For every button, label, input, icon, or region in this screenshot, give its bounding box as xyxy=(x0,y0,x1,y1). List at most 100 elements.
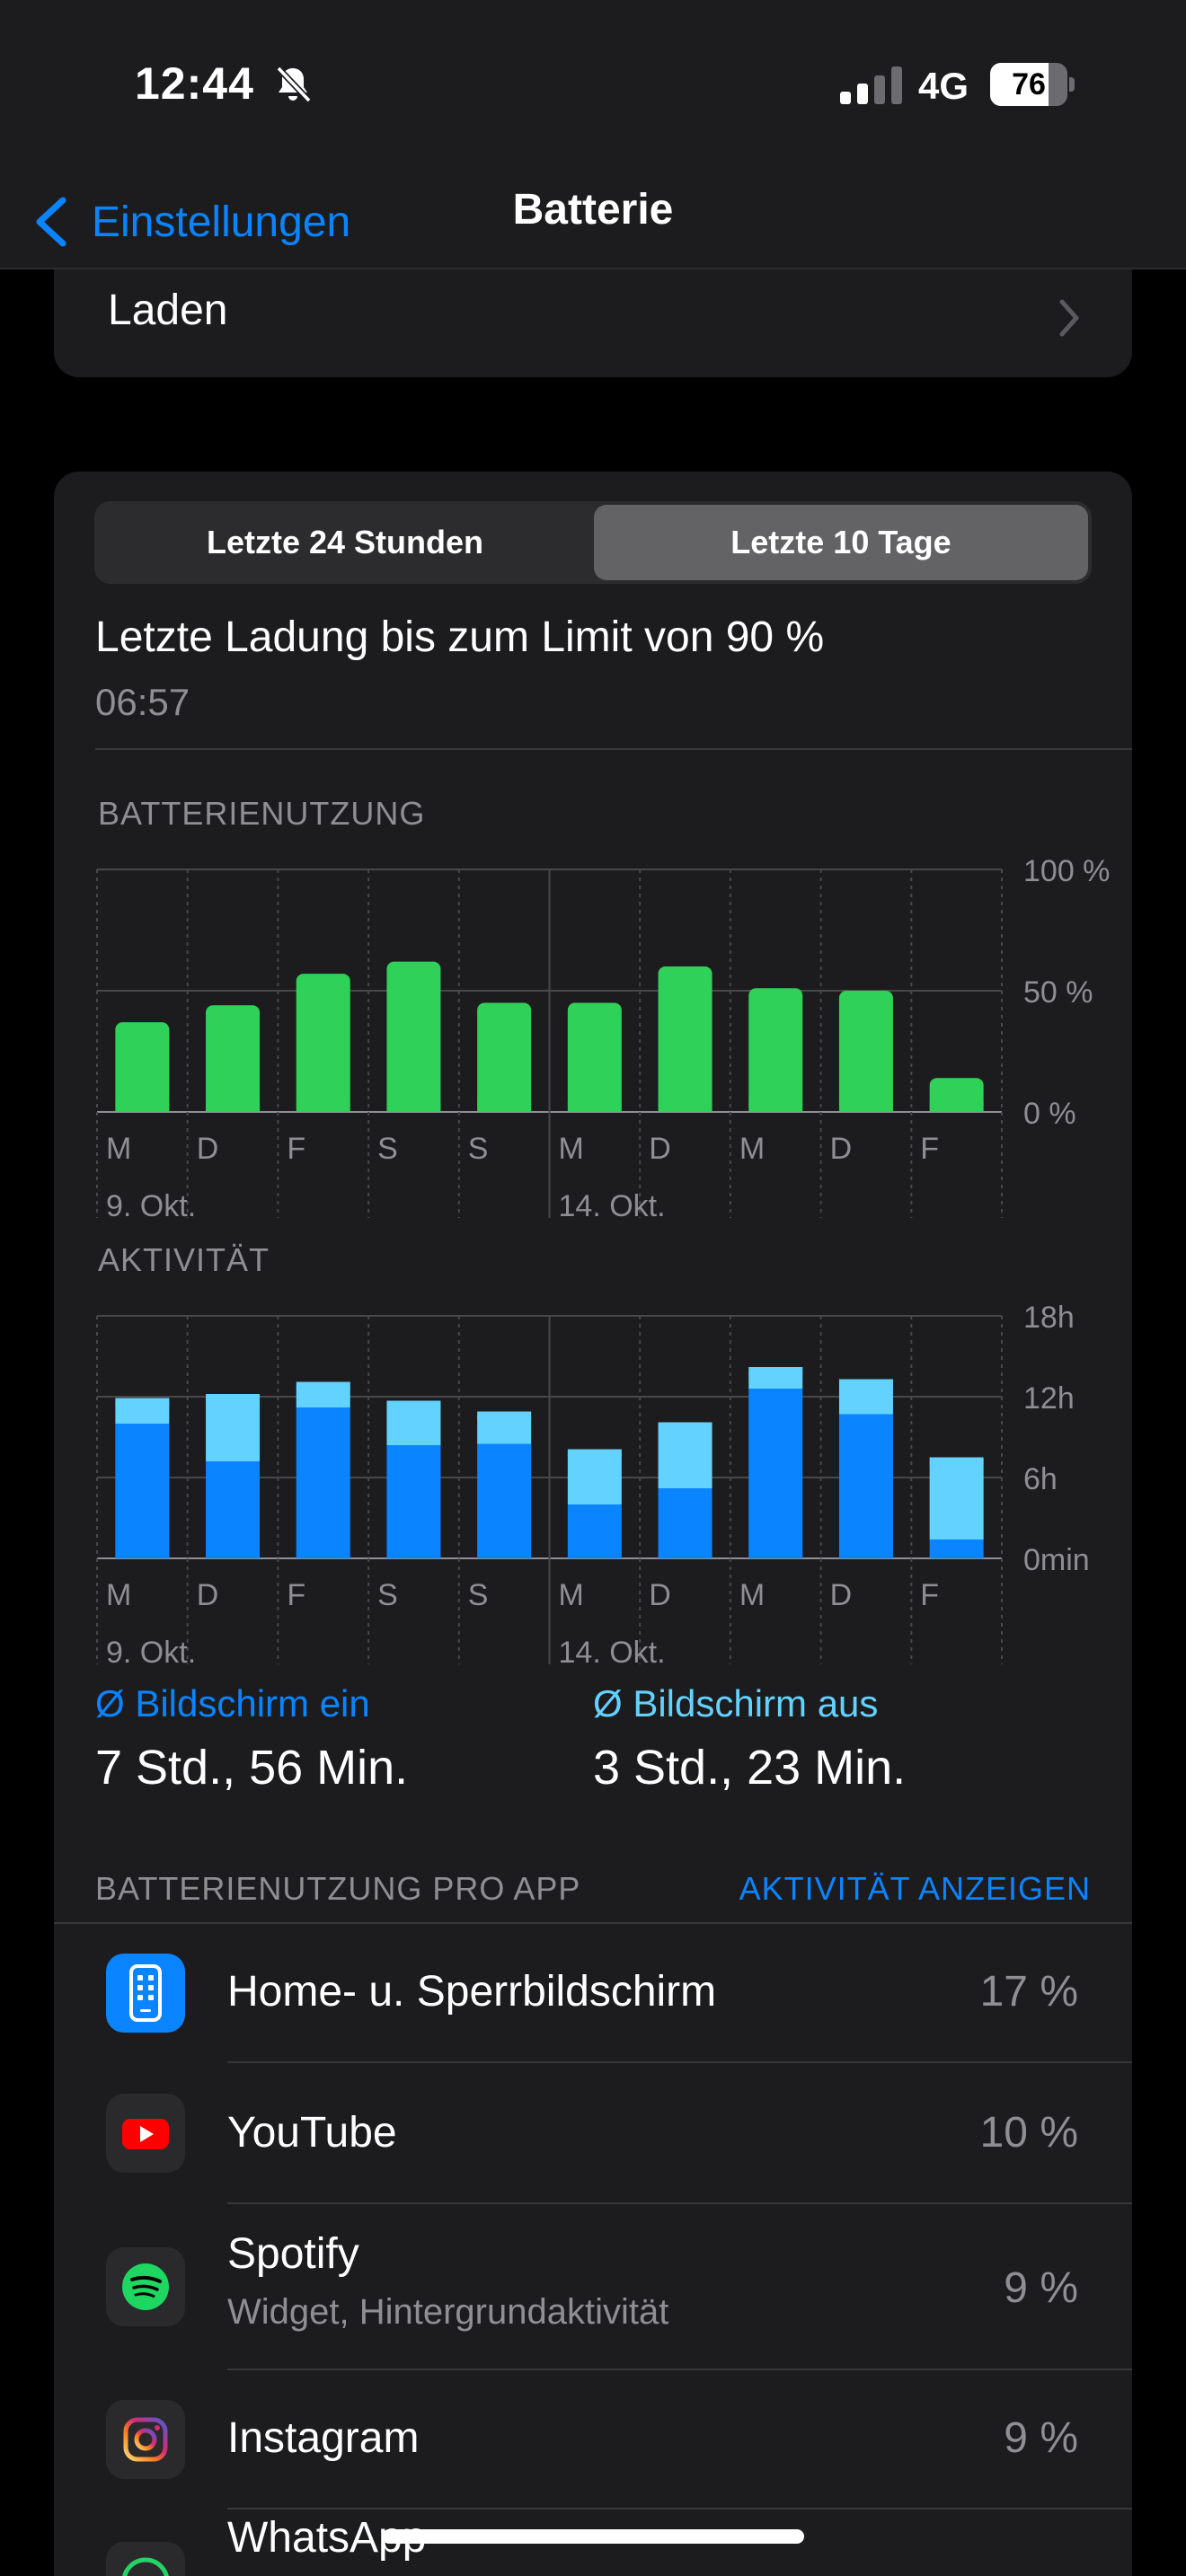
week-label: 9. Okt. xyxy=(106,1189,196,1223)
chevron-left-icon xyxy=(36,197,66,247)
x-tick-label: S xyxy=(468,1578,489,1612)
segment-last-24-hours[interactable]: Letzte 24 Stunden xyxy=(206,524,484,560)
x-tick-label: M xyxy=(106,1132,131,1166)
back-button-label: Einstellungen xyxy=(92,198,351,246)
app-percent: 17 % xyxy=(979,1968,1078,2016)
bell-muted-icon xyxy=(276,66,312,103)
app-row-youtube[interactable]: YouTube 10 % xyxy=(54,2063,1132,2204)
segment-last-10-days[interactable]: Letzte 10 Tage xyxy=(594,505,1088,580)
divider xyxy=(227,2202,1132,2204)
bar-base xyxy=(206,1103,261,1112)
week-label: 14. Okt. xyxy=(559,1189,666,1223)
bar-base xyxy=(748,1103,803,1112)
app-row-instagram[interactable]: Instagram 9 % xyxy=(54,2370,1132,2510)
battery-chart-title: BATTERIENUTZUNG xyxy=(98,795,426,832)
week-label: 14. Okt. xyxy=(559,1636,666,1670)
x-tick-label: M xyxy=(559,1578,584,1612)
x-tick-label: D xyxy=(197,1578,219,1612)
divider xyxy=(227,2508,1132,2510)
x-tick-label: F xyxy=(920,1578,939,1612)
battery-fill xyxy=(990,63,1049,106)
bar-top xyxy=(567,1449,622,1462)
activity-chart-title: AKTIVITÄT xyxy=(98,1241,270,1278)
bar-top xyxy=(477,1411,532,1425)
divider xyxy=(54,1922,1132,1924)
bar-top xyxy=(658,1422,712,1435)
bar-segment xyxy=(296,1407,350,1558)
app-row-spotify[interactable]: Spotify Widget, Hintergrundaktivität 9 % xyxy=(54,2204,1132,2370)
bar xyxy=(115,1022,170,1112)
bar xyxy=(748,988,803,1112)
app-usage-header: BATTERIENUTZUNG PRO APP xyxy=(95,1870,581,1907)
x-tick-label: D xyxy=(830,1132,853,1166)
spotify-icon xyxy=(106,2247,185,2326)
bar-segment xyxy=(929,1457,984,1539)
x-tick-label: M xyxy=(739,1132,765,1166)
status-bar: 12:44 4G 76 xyxy=(0,0,1186,171)
y-tick-label: 0min xyxy=(1023,1543,1090,1577)
app-name: Spotify xyxy=(227,2230,359,2278)
x-tick-label: F xyxy=(287,1132,305,1166)
battery-usage-card: Letzte 24 Stunden Letzte 10 Tage Letzte … xyxy=(54,472,1132,2576)
whatsapp-icon xyxy=(106,2542,185,2576)
navigation-bar: Batterie Einstellungen xyxy=(0,171,1186,269)
average-screen-on-label: Ø Bildschirm ein xyxy=(95,1682,370,1725)
activity-chart: 18h 12h 6h 0min M D F S S M D M D F 9. Okt. 14. Okt. xyxy=(54,1291,1132,1670)
show-activity-link[interactable]: AKTIVITÄT ANZEIGEN xyxy=(739,1870,1091,1907)
divider xyxy=(227,2369,1132,2370)
bar-segment xyxy=(567,1504,622,1558)
app-row-whatsapp[interactable]: WhatsApp xyxy=(54,2510,1132,2576)
bar-base xyxy=(929,1103,984,1112)
average-screen-off-label: Ø Bildschirm aus xyxy=(593,1682,879,1725)
time-range-segmented-control: Letzte 24 Stunden Letzte 10 Tage xyxy=(94,501,1092,584)
bar xyxy=(658,966,712,1112)
x-tick-label: M xyxy=(106,1578,131,1612)
app-name: Instagram xyxy=(227,2414,420,2462)
x-tick-label: M xyxy=(559,1132,584,1166)
home-indicator[interactable] xyxy=(382,2529,804,2544)
bar-base xyxy=(658,1103,712,1112)
bar-segment xyxy=(838,1414,893,1558)
app-name: YouTube xyxy=(227,2109,397,2157)
cellular-signal-icon xyxy=(840,66,902,104)
bar-base xyxy=(838,1103,893,1112)
bar-segment xyxy=(386,1445,441,1558)
bar-base xyxy=(567,1103,622,1112)
y-tick-label: 18h xyxy=(1023,1301,1075,1335)
y-tick-label: 50 % xyxy=(1023,975,1093,1010)
bar-segment xyxy=(658,1488,712,1558)
home-screen-icon xyxy=(106,1954,185,2033)
charging-row[interactable]: Laden xyxy=(54,269,1132,377)
bar-segment xyxy=(477,1443,532,1558)
bar-segment xyxy=(929,1539,984,1558)
x-tick-label: D xyxy=(197,1132,219,1166)
chevron-right-icon xyxy=(1059,299,1079,337)
status-time: 12:44 xyxy=(135,58,254,109)
bar-top xyxy=(206,1394,261,1407)
bar-top xyxy=(929,1457,984,1470)
bar xyxy=(567,1002,622,1112)
divider xyxy=(227,2061,1132,2063)
average-screen-off-value: 3 Std., 23 Min. xyxy=(593,1741,907,1795)
activity-chart-svg: 18h 12h 6h 0min M D F S S M D M D F 9. Okt. 14. Okt. xyxy=(96,1301,1090,1670)
instagram-icon xyxy=(106,2400,185,2479)
average-screen-off: Ø Bildschirm aus 3 Std., 23 Min. xyxy=(593,1682,906,1795)
x-tick-label: S xyxy=(377,1132,398,1166)
x-tick-label: D xyxy=(649,1132,671,1166)
last-charge-time: 06:57 xyxy=(95,681,190,723)
app-row-home-screen[interactable]: Home- u. Sperrbildschirm 17 % xyxy=(54,1924,1132,2063)
bar xyxy=(386,961,441,1112)
bar-top xyxy=(748,1367,803,1380)
app-percent: 9 % xyxy=(1004,2414,1078,2462)
bar-top xyxy=(296,1381,350,1395)
x-tick-label: M xyxy=(739,1578,765,1612)
back-button[interactable]: Einstellungen xyxy=(32,181,350,262)
bar-top xyxy=(386,1400,441,1414)
x-tick-label: D xyxy=(649,1578,671,1612)
bar xyxy=(838,991,893,1112)
youtube-icon xyxy=(106,2094,185,2173)
app-name: Home- u. Sperrbildschirm xyxy=(227,1968,717,2016)
x-tick-label: S xyxy=(377,1578,398,1612)
average-screen-on-value: 7 Std., 56 Min. xyxy=(95,1741,409,1795)
bar-base xyxy=(477,1103,532,1112)
